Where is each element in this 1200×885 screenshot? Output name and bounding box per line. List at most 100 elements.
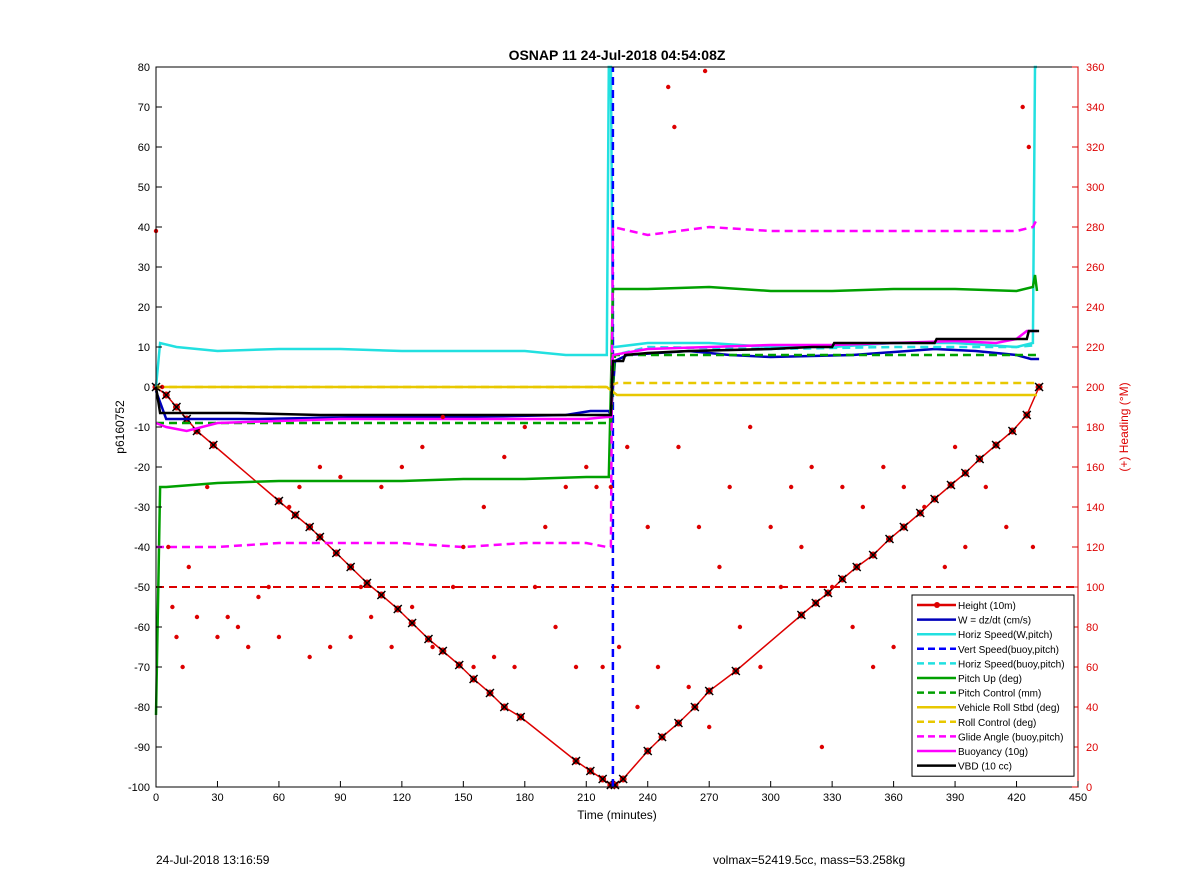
height-marker-x xyxy=(585,766,595,776)
x-tick-label: 0 xyxy=(153,792,159,804)
heading-point xyxy=(450,584,456,590)
y2-tick-label: 220 xyxy=(1086,342,1104,354)
heading-point xyxy=(891,644,896,650)
heading-point xyxy=(235,624,241,630)
height-marker-x xyxy=(454,660,464,670)
series-line-1 xyxy=(154,347,1040,421)
y-tick-label: 30 xyxy=(138,262,150,274)
y2-tick-label: 80 xyxy=(1086,622,1098,634)
heading-point xyxy=(215,634,220,640)
y-axis-label: p6160752 xyxy=(113,400,127,454)
height-marker-x xyxy=(376,590,386,600)
y-tick-label: -10 xyxy=(134,422,150,434)
heading-point xyxy=(625,444,630,450)
x-tick-label: 330 xyxy=(823,792,841,804)
height-marker-x xyxy=(362,578,372,588)
y-tick-label: 40 xyxy=(138,222,150,234)
y-tick-label: -100 xyxy=(128,782,150,794)
heading-point xyxy=(553,624,558,630)
x-tick-label: 120 xyxy=(393,792,411,804)
heading-point xyxy=(246,644,251,650)
heading-point xyxy=(686,684,691,690)
y2-tick-label: 120 xyxy=(1086,542,1104,554)
heading-point xyxy=(758,664,763,670)
heading-point xyxy=(471,664,476,670)
heading-point xyxy=(256,594,261,600)
heading-point xyxy=(563,484,568,490)
height-marker-x xyxy=(571,756,581,766)
heading-point xyxy=(174,634,179,640)
height-marker-x xyxy=(991,440,1001,450)
height-marker-x xyxy=(171,402,182,412)
x-tick-label: 300 xyxy=(761,792,779,804)
heading-point xyxy=(829,584,835,590)
heading-point xyxy=(860,504,866,510)
heading-point xyxy=(702,68,708,74)
heading-point xyxy=(616,644,622,650)
heading-point xyxy=(368,614,374,620)
heading-point xyxy=(727,484,732,490)
heading-point xyxy=(645,524,650,530)
y-tick-label: 70 xyxy=(138,102,150,114)
heading-point xyxy=(194,614,200,620)
heading-point xyxy=(166,544,171,550)
height-marker-x xyxy=(930,494,940,504)
y2-tick-label: 160 xyxy=(1086,462,1104,474)
legend-swatch-marker xyxy=(934,602,940,608)
chart-title: OSNAP 11 24-Jul-2018 04:54:08Z xyxy=(509,47,726,63)
legend-label: Roll Control (deg) xyxy=(958,718,1036,729)
heading-point xyxy=(1030,544,1036,550)
heading-point xyxy=(600,664,605,670)
height-marker-x xyxy=(274,496,284,506)
heading-point xyxy=(870,664,876,670)
heading-point xyxy=(594,484,599,490)
x-tick-label: 240 xyxy=(639,792,657,804)
heading-point xyxy=(840,484,845,490)
x-tick-label: 180 xyxy=(516,792,534,804)
heading-point xyxy=(788,484,794,490)
legend-box xyxy=(911,594,1075,777)
heading-point xyxy=(717,564,722,570)
y2-tick-label: 40 xyxy=(1086,702,1098,714)
height-marker-x xyxy=(884,534,895,544)
heading-point xyxy=(983,484,988,490)
axes-layer: 0 30 60 90 120 150 180 210 240 270 300 330 360 390 420… xyxy=(128,62,1104,804)
y2-tick-label: 260 xyxy=(1086,262,1104,274)
legend-label: Pitch Up (deg) xyxy=(958,674,1022,685)
heading-point xyxy=(922,504,927,510)
heading-point xyxy=(348,634,353,640)
y-tick-label: -30 xyxy=(134,502,150,514)
height-marker-x xyxy=(290,510,300,520)
heading-point xyxy=(608,484,614,490)
heading-point xyxy=(180,664,185,670)
heading-point xyxy=(573,664,579,670)
height-marker-x xyxy=(438,646,448,656)
y2-tick-label: 200 xyxy=(1086,382,1104,394)
heading-point xyxy=(358,584,364,590)
y-tick-label: 60 xyxy=(138,142,150,154)
y2-tick-label: 60 xyxy=(1086,662,1098,674)
heading-point xyxy=(737,624,743,630)
y-tick-label: 80 xyxy=(138,62,150,74)
x-tick-label: 270 xyxy=(700,792,718,804)
heading-point xyxy=(768,524,773,530)
y2-tick-label: 300 xyxy=(1086,182,1104,194)
heading-point xyxy=(696,524,702,530)
y-tick-label: 50 xyxy=(138,182,150,194)
height-marker-x xyxy=(704,686,714,696)
legend-label: Vert Speed(buoy,pitch) xyxy=(958,645,1059,656)
height-marker-x xyxy=(393,604,403,614)
height-marker-x xyxy=(673,718,683,728)
height-marker-x xyxy=(811,598,821,608)
heading-point xyxy=(399,464,405,470)
legend-label: Pitch Control (mm) xyxy=(958,689,1041,700)
y-tick-label: -70 xyxy=(134,662,150,674)
legend-label: Glide Angle (buoy,pitch) xyxy=(958,732,1063,743)
height-marker-x xyxy=(423,634,434,644)
height-marker-x xyxy=(946,480,956,490)
heading-point xyxy=(676,444,681,450)
heading-point xyxy=(491,654,497,660)
x-axis-label: Time (minutes) xyxy=(577,808,657,822)
heading-point xyxy=(584,464,589,470)
heading-point xyxy=(276,634,282,640)
